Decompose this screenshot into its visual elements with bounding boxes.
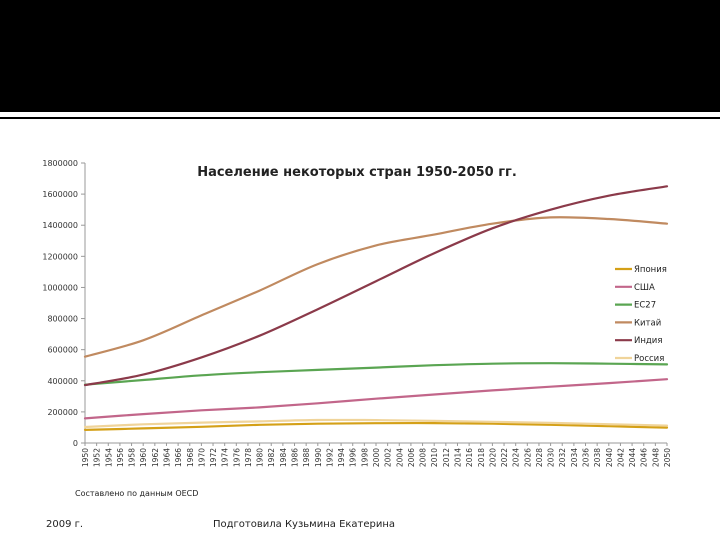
y-tick-label: 1000000 <box>42 283 78 292</box>
x-tick-label: 1968 <box>186 448 195 467</box>
legend-label-china: Китай <box>634 318 661 328</box>
x-tick-label: 2044 <box>628 448 637 467</box>
y-tick-label: 1600000 <box>42 190 78 199</box>
y-tick-label: 1400000 <box>42 221 78 230</box>
x-tick-label: 2000 <box>372 448 381 467</box>
x-tick-label: 1954 <box>104 448 113 467</box>
x-tick-label: 2018 <box>477 448 486 467</box>
x-tick-label: 2050 <box>663 448 672 467</box>
x-tick-label: 1992 <box>325 448 334 467</box>
x-tick-label: 2030 <box>547 448 556 467</box>
x-tick-label: 1976 <box>232 448 241 467</box>
y-tick-label: 800000 <box>47 315 78 324</box>
y-tick-label: 0 <box>73 439 78 448</box>
x-tick-label: 2022 <box>500 448 509 467</box>
series-line-russia <box>83 418 669 429</box>
x-tick-label: 1974 <box>221 448 230 467</box>
band-divider <box>0 117 720 119</box>
x-tick-label: 2038 <box>593 448 602 467</box>
series-line-usa <box>83 378 669 420</box>
x-tick-label: 2014 <box>453 448 462 467</box>
x-tick-label: 1996 <box>349 448 358 467</box>
y-tick-label: 200000 <box>47 408 78 417</box>
x-tick-label: 2012 <box>442 448 451 467</box>
y-tick-label: 600000 <box>47 346 78 355</box>
x-tick-label: 1970 <box>197 448 206 467</box>
x-tick-label: 2046 <box>640 448 649 467</box>
legend-label-usa: США <box>634 283 655 293</box>
footer-year: 2009 г. <box>46 519 84 530</box>
x-tick-label: 2016 <box>465 448 474 467</box>
x-tick-label: 1972 <box>209 448 218 467</box>
x-tick-label: 1984 <box>279 448 288 467</box>
x-tick-label: 1986 <box>291 448 300 467</box>
legend: Япония США ЕС27 Китай Индия Россия <box>615 265 667 364</box>
y-tick-label: 1800000 <box>42 159 78 168</box>
x-tick-label: 2040 <box>605 448 614 467</box>
x-tick-label: 1990 <box>314 448 323 467</box>
x-tick-label: 2048 <box>651 448 660 467</box>
series-line-japan <box>83 421 669 431</box>
legend-label-eu27: ЕС27 <box>634 301 656 311</box>
y-tick-label: 400000 <box>47 377 78 386</box>
series-line-eu27 <box>83 362 669 386</box>
title-band <box>0 0 720 112</box>
x-tick-label: 2002 <box>384 448 393 467</box>
x-tick-label: 1950 <box>81 448 90 467</box>
x-tick-label: 1960 <box>139 448 148 467</box>
x-axis: 1950 1952 1954 1956 1958 1960 1962 1964 1966 1968… <box>81 442 672 467</box>
x-tick-label: 2032 <box>558 448 567 467</box>
x-tick-label: 1988 <box>302 448 311 467</box>
y-axis: 0 200000 400000 600000 800000 1000000 1200000 1… <box>42 159 86 448</box>
x-tick-label: 1958 <box>128 448 137 467</box>
x-tick-label: 2024 <box>512 448 521 467</box>
x-tick-label: 1994 <box>337 448 346 467</box>
x-tick-label: 2020 <box>488 448 497 467</box>
x-tick-label: 2006 <box>407 448 416 467</box>
x-tick-label: 2010 <box>430 448 439 467</box>
x-tick-label: 2004 <box>395 448 404 467</box>
x-tick-label: 2034 <box>570 448 579 467</box>
x-tick-label: 1952 <box>93 448 102 467</box>
series-line-india <box>83 185 669 387</box>
legend-label-india: Индия <box>634 336 662 346</box>
x-tick-label: 2028 <box>535 448 544 467</box>
x-tick-label: 1966 <box>174 448 183 467</box>
x-tick-label: 2042 <box>616 448 625 467</box>
x-tick-label: 1998 <box>360 448 369 467</box>
series-line-china <box>83 216 669 358</box>
source-note: Составлено по данным OECD <box>75 489 199 498</box>
y-tick-label: 1200000 <box>42 252 78 261</box>
x-tick-label: 2026 <box>523 448 532 467</box>
legend-label-russia: Россия <box>634 354 664 364</box>
chart-title: Население некоторых стран 1950-2050 гг. <box>197 165 517 180</box>
footer-author: Подготовила Кузьмина Екатерина <box>213 519 396 530</box>
x-tick-label: 1978 <box>244 448 253 467</box>
x-tick-label: 1964 <box>162 448 171 467</box>
x-tick-label: 2036 <box>582 448 591 467</box>
x-tick-label: 1962 <box>151 448 160 467</box>
x-tick-label: 1982 <box>267 448 276 467</box>
legend-label-japan: Япония <box>634 265 667 275</box>
x-tick-label: 2008 <box>419 448 428 467</box>
x-tick-label: 1980 <box>256 448 265 467</box>
x-tick-label: 1956 <box>116 448 125 467</box>
series-lines <box>83 185 669 431</box>
